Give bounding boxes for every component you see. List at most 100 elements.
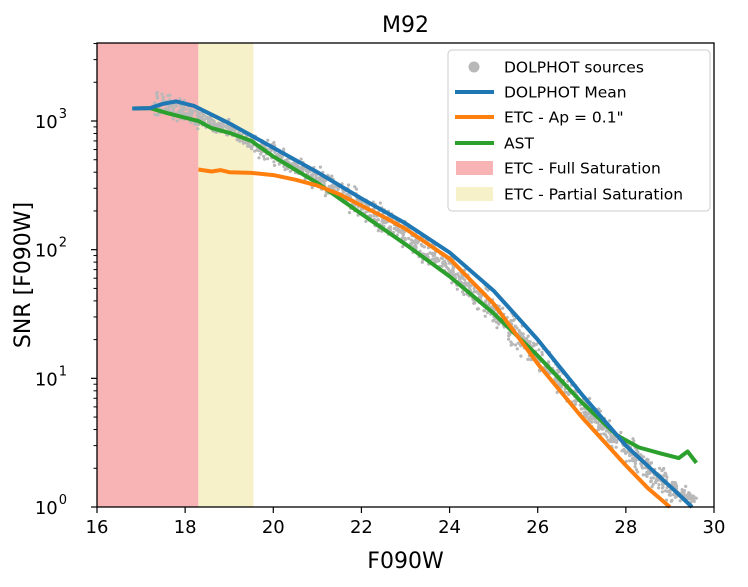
dolphot-source-point [484, 286, 488, 291]
dolphot-source-point [161, 98, 165, 102]
dolphot-source-point [593, 420, 597, 424]
dolphot-source-point [444, 262, 448, 266]
legend-box [447, 49, 711, 212]
dolphot-source-point [641, 473, 645, 477]
dolphot-source-point [347, 211, 352, 215]
dolphot-source-point [168, 104, 172, 108]
x-tick-label: 20 [262, 517, 285, 538]
dolphot-source-point [272, 160, 276, 164]
dolphot-source-point [461, 275, 465, 279]
dolphot-source-point [622, 447, 626, 451]
dolphot-source-point [557, 370, 561, 374]
dolphot-source-point [175, 119, 179, 123]
dolphot-source-point [467, 285, 471, 289]
dolphot-source-point [387, 226, 391, 230]
dolphot-source-point [649, 476, 653, 480]
dolphot-source-point [257, 149, 261, 153]
y-axis-label: SNR [F090W] [11, 202, 36, 348]
dolphot-source-point [178, 108, 182, 112]
dolphot-source-point [519, 354, 523, 358]
dolphot-source-point [323, 194, 327, 198]
dolphot-source-point [468, 287, 472, 291]
dolphot-source-point [685, 494, 689, 498]
dolphot-source-point [491, 319, 495, 323]
dolphot-source-point [300, 165, 304, 169]
dolphot-source-point [497, 322, 501, 326]
dolphot-source-point [610, 440, 614, 444]
dolphot-source-point [440, 257, 445, 261]
dolphot-source-point [163, 107, 167, 111]
dolphot-source-point [682, 489, 687, 493]
dolphot-source-point [364, 219, 368, 223]
dolphot-source-point [631, 456, 635, 460]
dolphot-source-point [198, 111, 202, 116]
dolphot-source-point [353, 185, 357, 189]
dolphot-source-point [180, 111, 184, 115]
dolphot-source-point [651, 482, 655, 486]
legend-label: ETC - Ap = 0.1" [504, 109, 624, 127]
dolphot-source-point [320, 177, 324, 181]
dolphot-source-point [241, 141, 245, 145]
dolphot-source-point [658, 466, 662, 470]
dolphot-source-point [282, 147, 286, 151]
dolphot-source-point [375, 218, 379, 222]
dolphot-source-point [364, 210, 368, 214]
dolphot-source-point [609, 433, 613, 437]
dolphot-source-point [244, 141, 248, 145]
dolphot-source-point [235, 138, 239, 142]
dolphot-source-point [628, 459, 632, 463]
dolphot-source-point [634, 467, 639, 472]
dolphot-source-point [463, 278, 467, 282]
dolphot-source-point [678, 499, 682, 503]
dolphot-source-point [368, 214, 373, 218]
dolphot-source-point [640, 464, 644, 468]
dolphot-source-point [596, 425, 601, 429]
dolphot-source-point [649, 479, 653, 484]
dolphot-source-point [662, 474, 666, 478]
dolphot-source-point [224, 126, 229, 130]
dolphot-source-point [161, 95, 165, 99]
dolphot-source-point [596, 420, 600, 424]
dolphot-source-point [666, 489, 670, 493]
legend-marker [468, 61, 480, 73]
dolphot-source-point [401, 232, 405, 236]
dolphot-source-point [588, 396, 592, 401]
dolphot-source-point [613, 437, 617, 441]
legend-label: AST [504, 135, 534, 153]
dolphot-source-point [173, 103, 177, 107]
dolphot-source-point [219, 123, 223, 127]
dolphot-source-point [485, 311, 490, 315]
x-axis-label: F090W [367, 549, 444, 574]
dolphot-source-point [153, 101, 157, 105]
dolphot-source-point [608, 419, 612, 423]
dolphot-source-point [450, 281, 454, 285]
dolphot-source-point [613, 440, 617, 444]
dolphot-source-point [684, 484, 688, 488]
dolphot-source-point [179, 104, 183, 108]
dolphot-source-point [299, 157, 303, 161]
dolphot-source-point [451, 270, 455, 274]
dolphot-source-point [266, 138, 270, 142]
dolphot-source-point [253, 149, 257, 153]
dolphot-source-point [555, 390, 559, 394]
dolphot-source-point [458, 277, 462, 281]
dolphot-source-point [605, 428, 609, 432]
dolphot-source-point [631, 437, 635, 441]
dolphot-source-point [449, 272, 453, 276]
dolphot-source-point [188, 108, 192, 112]
dolphot-source-point [619, 430, 623, 435]
dolphot-source-point [415, 241, 419, 245]
dolphot-mean-line [132, 99, 694, 509]
etc-aperture-line [198, 167, 672, 509]
dolphot-source-point [483, 314, 487, 318]
dolphot-source-point [171, 117, 175, 121]
dolphot-source-point [262, 157, 267, 161]
dolphot-source-point [452, 266, 456, 270]
legend-label: DOLPHOT sources [504, 59, 644, 77]
dolphot-source-point [528, 340, 532, 344]
dolphot-source-point [603, 433, 608, 437]
dolphot-source-point [434, 260, 438, 264]
dolphot-source-point [215, 123, 219, 127]
legend: DOLPHOT sources DOLPHOT Mean ETC - Ap = 0.… [447, 49, 711, 212]
dolphot-source-point [269, 149, 273, 153]
